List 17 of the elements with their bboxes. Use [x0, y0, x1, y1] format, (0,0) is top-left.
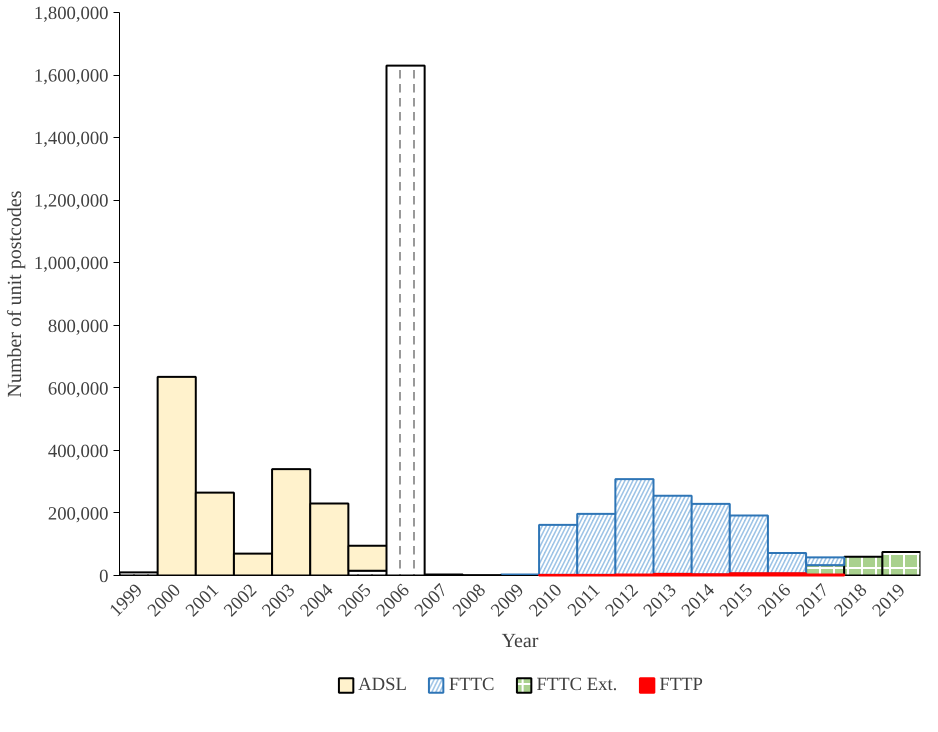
- y-tick-label: 200,000: [48, 503, 109, 524]
- y-tick-label: 0: [99, 566, 108, 587]
- y-tick-label: 1,400,000: [34, 128, 108, 150]
- y-tick-label: 1,000,000: [34, 253, 108, 274]
- legend-label: FTTC: [448, 674, 494, 696]
- y-tick-label: 1,600,000: [34, 66, 108, 87]
- x-axis-title: Year: [502, 630, 539, 652]
- y-tick-label: 600,000: [48, 378, 109, 400]
- x-tick-label: 2011: [564, 580, 604, 621]
- y-axis-title: Number of unit postcodes: [4, 190, 26, 398]
- y-tick-label: 1,200,000: [34, 190, 108, 212]
- legend-label: FTTC Ext.: [536, 674, 618, 696]
- legend-label: FTTP: [659, 674, 703, 696]
- y-tick-label: 400,000: [48, 440, 109, 462]
- y-tick-label: 1,800,000: [34, 3, 108, 24]
- y-tick-label: 800,000: [48, 316, 109, 337]
- legend-label: ADSL: [358, 674, 407, 696]
